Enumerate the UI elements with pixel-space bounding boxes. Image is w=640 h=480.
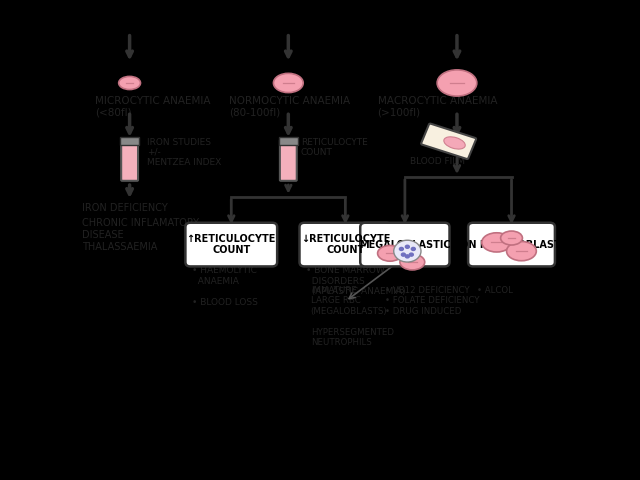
Text: MACROCYTIC ANAEMIA
(>100fl): MACROCYTIC ANAEMIA (>100fl) <box>378 96 497 118</box>
Text: ↑RETICULOCYTE
COUNT: ↑RETICULOCYTE COUNT <box>187 234 276 255</box>
Ellipse shape <box>500 231 522 245</box>
FancyBboxPatch shape <box>360 223 449 266</box>
Text: MICROCYTIC ANAEMIA
(<80fl): MICROCYTIC ANAEMIA (<80fl) <box>95 96 211 118</box>
Text: • VB12 DEFICIENCY
• FOLATE DEFICIENCY
• DRUG INDUCED: • VB12 DEFICIENCY • FOLATE DEFICIENCY • … <box>385 286 479 316</box>
Text: IRON STUDIES
+/-
MENTZEA INDEX: IRON STUDIES +/- MENTZEA INDEX <box>147 138 221 168</box>
Ellipse shape <box>405 255 410 258</box>
FancyBboxPatch shape <box>300 223 391 266</box>
Text: RETICULOCYTE
COUNT: RETICULOCYTE COUNT <box>301 138 367 157</box>
Text: IRON DEFICIENCY: IRON DEFICIENCY <box>83 203 168 213</box>
Text: • BONE MARROW
  DISORDERS
  (APLASTIC ANAEMIA): • BONE MARROW DISORDERS (APLASTIC ANAEMI… <box>306 266 405 296</box>
Text: THALASSAEMIA: THALASSAEMIA <box>83 242 158 252</box>
Ellipse shape <box>273 73 303 93</box>
Ellipse shape <box>118 76 141 89</box>
Ellipse shape <box>401 253 405 256</box>
Ellipse shape <box>412 247 415 251</box>
Ellipse shape <box>400 254 425 270</box>
Ellipse shape <box>437 70 477 96</box>
Text: NORMOCYTIC ANAEMIA
(80-100fl): NORMOCYTIC ANAEMIA (80-100fl) <box>229 96 350 118</box>
Text: • HAEMOLYTIC
  ANAEMIA

• BLOOD LOSS: • HAEMOLYTIC ANAEMIA • BLOOD LOSS <box>191 266 257 307</box>
Bar <box>279 137 298 145</box>
Ellipse shape <box>394 240 421 262</box>
Ellipse shape <box>444 137 465 149</box>
FancyBboxPatch shape <box>121 140 138 181</box>
Ellipse shape <box>378 245 403 261</box>
Text: BLOOD FILM: BLOOD FILM <box>410 157 465 166</box>
Ellipse shape <box>405 245 410 248</box>
Text: MEGALOBLASTIC: MEGALOBLASTIC <box>359 240 451 250</box>
Ellipse shape <box>399 247 403 251</box>
FancyBboxPatch shape <box>421 124 476 159</box>
Bar <box>120 137 139 145</box>
Ellipse shape <box>507 241 536 261</box>
FancyBboxPatch shape <box>468 223 555 266</box>
FancyBboxPatch shape <box>186 223 277 266</box>
Text: CHRONIC INFLAMATORY
DISEASE: CHRONIC INFLAMATORY DISEASE <box>83 218 200 240</box>
FancyBboxPatch shape <box>280 140 297 181</box>
Text: • ALCOL: • ALCOL <box>477 286 513 295</box>
Text: ↓RETICULOCYTE
COUNT: ↓RETICULOCYTE COUNT <box>301 234 390 255</box>
Text: NON MEGALOBLASTIC: NON MEGALOBLASTIC <box>452 240 572 250</box>
Ellipse shape <box>482 233 511 252</box>
Text: IMMATURE
LARGE RBC
(MEGALOBLASTS)

HYPERSEGMENTED
NEUTROPHILS: IMMATURE LARGE RBC (MEGALOBLASTS) HYPERS… <box>310 286 394 347</box>
Ellipse shape <box>410 253 413 256</box>
